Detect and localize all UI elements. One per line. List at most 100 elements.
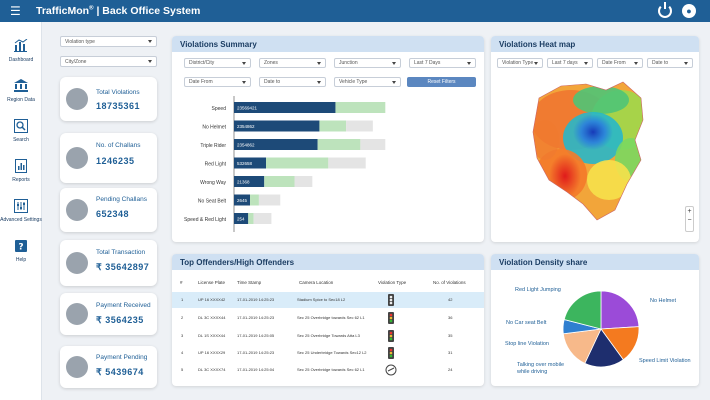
table-row[interactable]: 5 DL 3C XXXX74 17-01-2019 14:25:04 Sec 25 O… xyxy=(172,362,484,378)
sidebar-item-advanced-settings[interactable]: Advanced Settings xyxy=(0,190,42,230)
chevron-down-icon xyxy=(634,61,638,65)
camera-location: Sec 25 Overbridge towards Sec 62 L1 xyxy=(297,315,365,320)
card-icon xyxy=(66,252,88,274)
bar-category-label: Wrong Way xyxy=(200,180,226,186)
row-number: 4 xyxy=(181,350,184,355)
zoom-in-button[interactable]: + xyxy=(687,208,692,215)
kpi-payment-pending[interactable]: Payment Pending ₹ 5439674 xyxy=(60,346,157,388)
select-value: Junction xyxy=(339,60,358,66)
payment-received-icon xyxy=(66,303,88,325)
select-value: City/Zone xyxy=(65,58,87,65)
bar-segment-dark xyxy=(234,139,318,150)
select-value: Violation Type xyxy=(502,60,534,66)
bar-segment-dark xyxy=(234,157,267,169)
zones-select[interactable]: Zones xyxy=(259,58,326,68)
bar-value-label: 2354862 xyxy=(237,124,255,129)
bar-value-label: 532658 xyxy=(237,161,253,166)
table-row[interactable]: 3 DL 1S XXXX44 17-01-2019 14:25:05 Sec 25 O… xyxy=(172,328,484,344)
bar-segment-light xyxy=(248,213,254,224)
kpi-pending-challans[interactable]: Pending Challans 652348 xyxy=(60,188,157,232)
bar-segment-light xyxy=(319,120,347,132)
svg-text:?: ? xyxy=(18,242,23,252)
bar-segment-dark xyxy=(234,213,249,224)
vehicle-type-select[interactable]: Vehicle Type xyxy=(334,77,401,87)
chevron-down-icon xyxy=(392,80,396,84)
chevron-down-icon xyxy=(242,61,246,65)
settings-icon xyxy=(13,198,29,214)
table-row[interactable]: 4 UP 16 XXXX29 17-01-2019 14:25:23 Sec 25 U… xyxy=(172,345,484,361)
heatmap-period-select[interactable]: Last 7 days xyxy=(547,58,593,68)
bar-segment-light xyxy=(317,139,361,150)
column-header: License Plate xyxy=(198,280,226,285)
sidebar-item-reports[interactable]: Reports xyxy=(0,150,42,190)
date-from-select[interactable]: Date From xyxy=(184,77,251,87)
sidebar-item-region-data[interactable]: Region Data xyxy=(0,70,42,110)
bar-segment-dark xyxy=(234,176,265,187)
pie-label: Red Light Jumping xyxy=(515,287,561,293)
kpi-value: 652348 xyxy=(96,209,130,219)
kpi-payment-received[interactable]: Payment Received ₹ 3564235 xyxy=(60,293,157,335)
sidebar-item-help[interactable]: ? Help xyxy=(0,230,42,270)
sidebar-item-label: Dashboard xyxy=(8,56,34,63)
heatmap-region-map[interactable] xyxy=(531,80,661,230)
select-value: Last 7 Days xyxy=(414,60,441,66)
select-value: Date From xyxy=(602,60,626,66)
kpi-value: 1246235 xyxy=(96,156,135,166)
bar-value-label: 21368 xyxy=(237,180,250,185)
kpi-total-violations[interactable]: Total Violations 18735361 xyxy=(60,77,157,121)
bar-segment-light xyxy=(250,194,259,206)
camera-location: Sec 25 Overbridge towards Sec 62 L1 xyxy=(297,367,365,372)
kpi-no-of-challans[interactable]: No. of Challans 1246235 xyxy=(60,133,157,183)
select-value: Last 7 days xyxy=(552,60,578,66)
report-icon xyxy=(13,158,29,174)
district-city-select[interactable]: District/City xyxy=(184,58,251,68)
zoom-out-button[interactable]: − xyxy=(687,217,692,224)
license-plate: DL 3C XXXX74 xyxy=(198,367,226,372)
reset-filters-button[interactable]: Reset Filters xyxy=(407,77,476,87)
sidebar-item-label: Help xyxy=(15,256,27,263)
sidebar-item-dashboard[interactable]: Dashboard xyxy=(0,30,42,70)
row-number: 5 xyxy=(181,367,184,372)
heatmap-date-to-select[interactable]: Date to xyxy=(647,58,693,68)
pie-label: Stop line Violation xyxy=(505,341,549,347)
junction-select[interactable]: Junction xyxy=(334,58,401,68)
hamburger-icon[interactable]: ☰ xyxy=(10,4,21,18)
bar-value-label: 254 xyxy=(237,217,245,222)
table-row[interactable]: 2 DL 3C XXXX44 17-01-2019 14:25:23 Sec 25 O… xyxy=(172,310,484,326)
time-stamp: 17-01-2019 14:25:23 xyxy=(237,350,275,355)
kpi-total-transaction[interactable]: Total Transaction ₹ 35642897 xyxy=(60,240,157,286)
bar-category-label: No Helmet xyxy=(202,125,226,131)
date-to-select[interactable]: Date to xyxy=(259,77,326,87)
bar-segment-dark xyxy=(234,102,336,113)
sidebar-item-search[interactable]: Search xyxy=(0,110,42,150)
bar-segment-light xyxy=(335,102,386,113)
bar-value-label: 2354862 xyxy=(237,143,255,148)
violation-type-select[interactable]: Violation type xyxy=(60,36,157,47)
heatmap-date-from-select[interactable]: Date From xyxy=(597,58,643,68)
power-icon[interactable] xyxy=(658,2,672,18)
table-row[interactable]: 1 UP 16 XXXX42 17-01-2019 14:25:23 Stadium … xyxy=(172,292,484,308)
chevron-down-icon xyxy=(534,61,538,65)
license-plate: DL 3C XXXX44 xyxy=(198,315,226,320)
pie-label: Talking over mobile while driving xyxy=(517,362,565,375)
signal-icon xyxy=(388,347,394,359)
density-pie-chart xyxy=(562,290,640,368)
violations-summary-panel: Violations Summary District/City Zones J… xyxy=(172,36,484,242)
chevron-down-icon xyxy=(148,60,152,63)
period-select[interactable]: Last 7 Days xyxy=(409,58,476,68)
top-offenders-panel: Top Offenders/High Offenders # License P… xyxy=(172,254,484,386)
chevron-down-icon xyxy=(148,40,152,43)
chevron-down-icon xyxy=(584,61,588,65)
city-zone-select[interactable]: City/Zone xyxy=(60,56,157,67)
heatmap-violation-type-select[interactable]: Violation Type xyxy=(497,58,543,68)
bar-value-label: 23569421 xyxy=(237,106,258,111)
signal-icon xyxy=(388,294,394,306)
column-header: # xyxy=(180,280,183,285)
column-header: Violation Type xyxy=(378,280,407,285)
brand-mark: ® xyxy=(89,5,94,12)
challan-icon xyxy=(66,147,88,169)
user-icon[interactable]: ● xyxy=(682,4,696,18)
violations-bar-chart: Speed 23569421 No Helmet 2354862 Triple Ride… xyxy=(184,96,386,232)
select-value: District/City xyxy=(189,60,215,66)
bar-segment-grey xyxy=(328,157,366,169)
